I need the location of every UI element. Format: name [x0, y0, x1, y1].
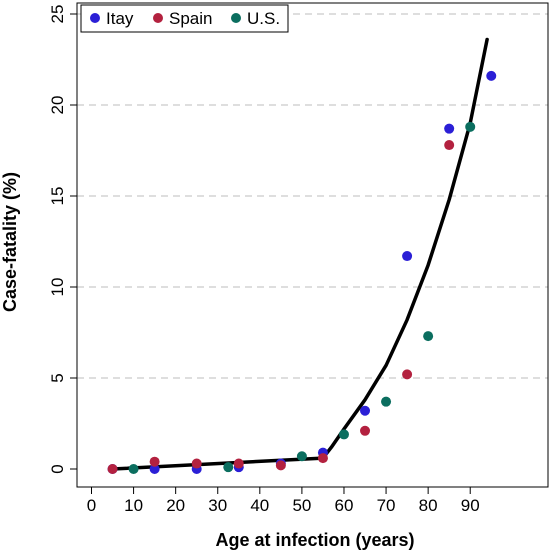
point-itay-1: [149, 464, 160, 474]
x-tick-label-90: 90: [461, 496, 480, 515]
y-tick-label-20: 20: [48, 96, 67, 115]
point-itay-6: [360, 405, 371, 416]
data-points: [107, 70, 497, 474]
x-tick-label-50: 50: [292, 496, 311, 515]
fit-line: [110, 37, 489, 471]
point-spain-7: [402, 369, 413, 380]
legend-label-2: U.S.: [247, 9, 280, 28]
y-tick-label-5: 5: [48, 373, 67, 382]
point-spain-3: [233, 458, 244, 469]
x-tick-label-40: 40: [250, 496, 269, 515]
point-us-0: [128, 464, 139, 474]
legend: Itay Spain U.S.: [80, 4, 289, 33]
x-axis-title: Age at infection (years): [215, 530, 414, 550]
axes: 0 5 10 15 20 25 0 10 20 30 40 50 60 70 80 90: [48, 2, 549, 515]
point-itay-7: [402, 251, 413, 262]
point-us-2: [296, 451, 307, 462]
legend-marker-0: [90, 13, 100, 23]
y-tick-label-10: 10: [48, 278, 67, 297]
point-us-4: [381, 396, 392, 407]
y-tick-label-15: 15: [48, 187, 67, 206]
x-tick-label-20: 20: [166, 496, 185, 515]
x-tick-label-30: 30: [208, 496, 227, 515]
plot-frame: [76, 2, 549, 488]
legend-label-0: Itay: [106, 9, 134, 28]
point-itay-9: [486, 70, 497, 81]
point-spain-1: [149, 456, 160, 467]
point-spain-0: [107, 464, 118, 474]
point-us-6: [465, 121, 476, 132]
legend-label-1: Spain: [169, 9, 212, 28]
legend-marker-2: [231, 13, 241, 23]
point-spain-5: [317, 453, 328, 464]
y-axis-title: Case-fatality (%): [0, 172, 20, 312]
x-tick-label-80: 80: [419, 496, 438, 515]
x-tick-label-70: 70: [377, 496, 396, 515]
y-tick-label-25: 25: [48, 5, 67, 24]
point-spain-6: [360, 425, 371, 436]
point-us-1: [223, 462, 234, 473]
point-us-3: [338, 429, 349, 440]
legend-marker-1: [153, 13, 163, 23]
x-tick-label-10: 10: [124, 496, 143, 515]
point-spain-8: [444, 140, 455, 151]
y-tick-label-0: 0: [48, 464, 67, 473]
point-spain-4: [275, 460, 286, 471]
point-spain-2: [191, 458, 202, 469]
x-tick-label-60: 60: [335, 496, 354, 515]
x-tick-label-0: 0: [87, 496, 96, 515]
point-us-5: [423, 331, 434, 342]
fit-line-group: [110, 37, 489, 471]
legend-box: [80, 4, 289, 33]
point-itay-8: [444, 123, 455, 134]
